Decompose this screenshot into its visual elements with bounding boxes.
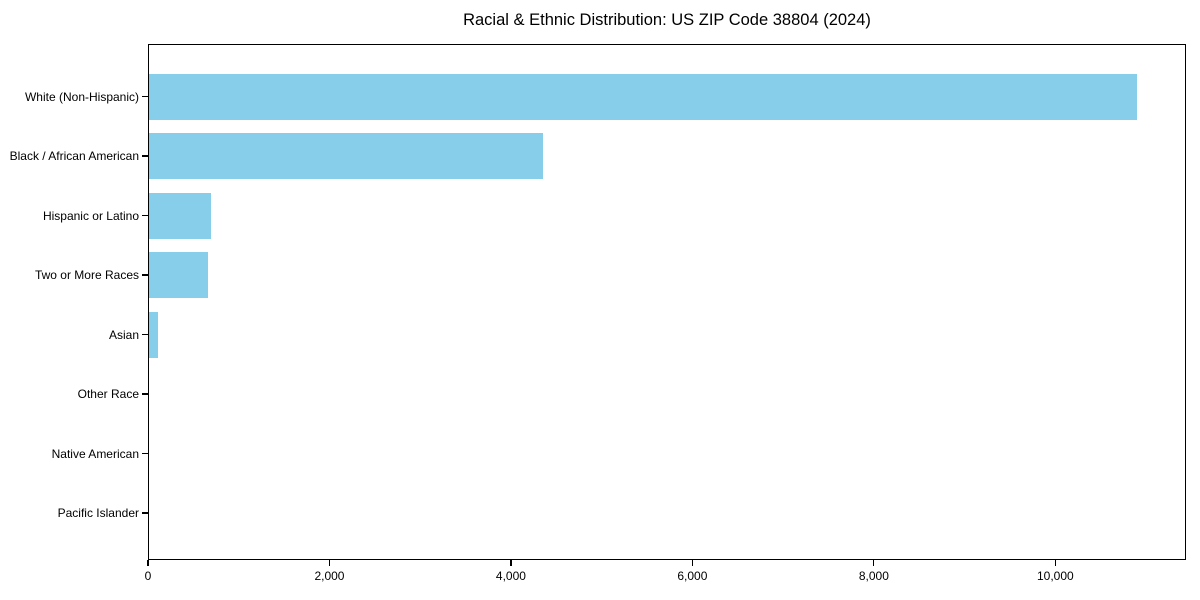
bar bbox=[148, 73, 1137, 120]
y-tick-label: Asian bbox=[108, 327, 139, 342]
x-axis-tick bbox=[1054, 560, 1056, 566]
x-axis-tick bbox=[510, 560, 512, 566]
y-tick-label: White (Non-Hispanic) bbox=[24, 89, 139, 104]
x-axis-tick bbox=[873, 560, 875, 566]
x-tick-label: 10,000 bbox=[1036, 569, 1074, 583]
bar bbox=[148, 371, 150, 417]
y-tick-label: Other Race bbox=[77, 387, 139, 401]
y-tick-label: Pacific Islander bbox=[57, 506, 139, 520]
chart-title: Racial & Ethnic Distribution: US ZIP Cod… bbox=[463, 11, 871, 29]
y-axis-tick bbox=[142, 512, 148, 514]
y-axis-tick bbox=[142, 214, 148, 217]
bar bbox=[148, 252, 208, 298]
x-tick-label: 6,000 bbox=[677, 569, 708, 583]
y-tick-label: Native American bbox=[51, 446, 139, 461]
y-axis-tick bbox=[142, 274, 148, 276]
bar bbox=[148, 133, 544, 179]
y-tick-label: Two or More Races bbox=[34, 268, 139, 282]
y-axis-tick bbox=[142, 333, 148, 336]
x-axis-tick bbox=[147, 560, 149, 566]
x-tick-label: 8,000 bbox=[858, 569, 889, 583]
x-tick-label: 2,000 bbox=[314, 569, 345, 583]
x-tick-label: 0 bbox=[144, 569, 152, 583]
x-axis-tick bbox=[328, 560, 331, 566]
bar bbox=[148, 430, 149, 477]
y-axis-tick bbox=[142, 155, 148, 157]
y-axis-tick bbox=[142, 452, 148, 455]
y-tick-label: Hispanic or Latino bbox=[42, 208, 139, 223]
y-axis-tick bbox=[142, 393, 148, 395]
x-axis-tick bbox=[691, 560, 693, 566]
x-tick-label: 4,000 bbox=[495, 569, 526, 583]
bar bbox=[148, 192, 212, 239]
y-axis-tick bbox=[142, 95, 148, 98]
bar bbox=[148, 311, 158, 358]
plot-area: White (Non-Hispanic) Black / African Amer… bbox=[10, 44, 1186, 583]
y-tick-label: Black / African American bbox=[9, 149, 139, 163]
